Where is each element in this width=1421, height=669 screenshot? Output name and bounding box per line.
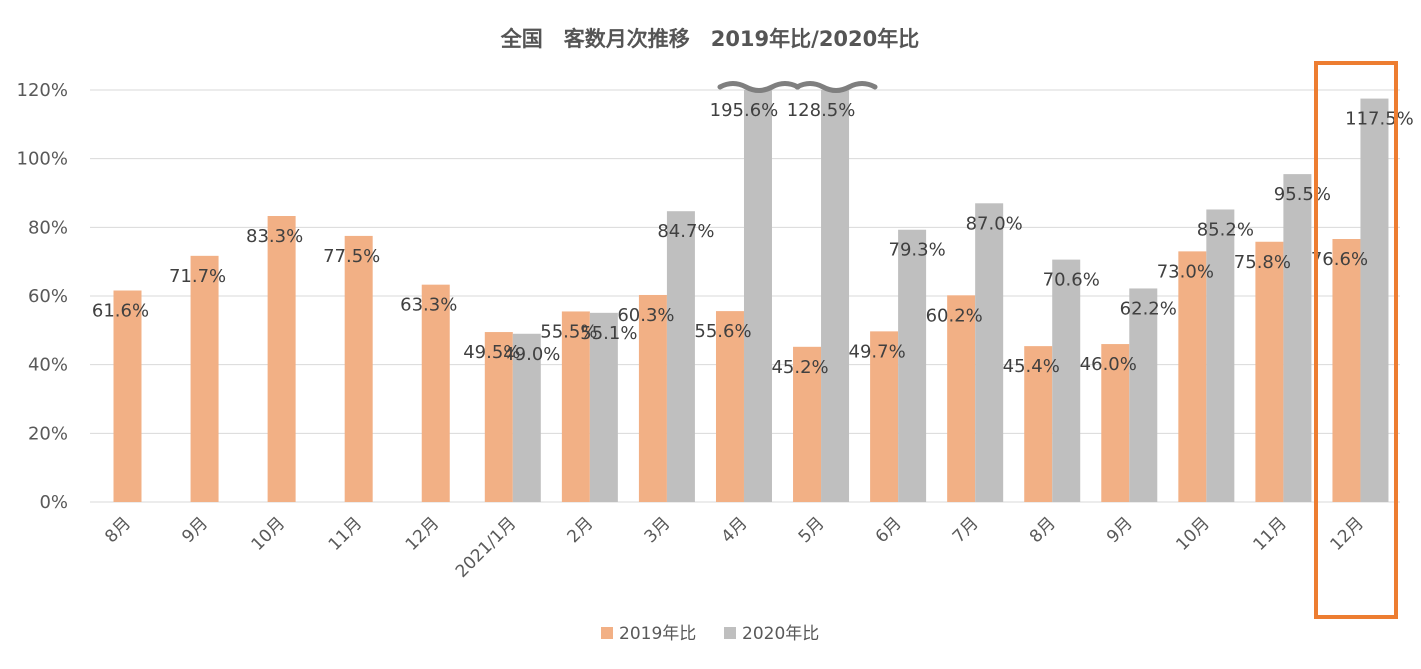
bar-2019 [561, 311, 590, 502]
x-tick-label: 3月 [641, 513, 675, 547]
bar-2020 [1360, 98, 1389, 502]
data-label: 77.5% [323, 246, 380, 267]
bar-2019 [190, 255, 219, 502]
bar-2020 [821, 90, 850, 502]
axis-break-mark [794, 81, 878, 93]
chart-title: 全国 客数月次推移 2019年比/2020年比 [500, 27, 920, 51]
x-tick-label: 9月 [178, 513, 212, 547]
x-tick-label: 10月 [1172, 513, 1213, 554]
bar-2019 [870, 331, 899, 502]
x-tick-label: 11月 [325, 513, 366, 554]
x-tick-label: 4月 [718, 513, 752, 547]
data-label: 45.4% [1003, 356, 1060, 377]
bar-2019 [484, 332, 513, 502]
data-label: 76.6% [1311, 249, 1368, 270]
bar-2019 [1332, 239, 1361, 503]
data-label: 55.1% [580, 323, 637, 344]
bar-2019 [947, 295, 976, 502]
data-label: 128.5% [787, 100, 856, 121]
x-tick-label: 6月 [872, 513, 906, 547]
y-tick-label: 80% [28, 217, 68, 238]
axis-break-mark [717, 81, 801, 93]
data-label: 55.6% [694, 321, 751, 342]
data-label: 55.5% [540, 321, 597, 342]
data-label: 73.0% [1157, 261, 1214, 282]
data-label: 71.7% [169, 266, 226, 287]
y-tick-label: 120% [17, 80, 68, 101]
bar-2020 [512, 333, 541, 502]
data-label: 79.3% [889, 240, 946, 261]
x-tick-label: 2021/1月 [452, 513, 520, 581]
bar-2020 [1283, 174, 1312, 502]
bar-2019 [421, 284, 450, 502]
data-label: 62.2% [1120, 298, 1177, 319]
data-label: 70.6% [1043, 270, 1100, 291]
data-label: 195.6% [710, 100, 779, 121]
data-label: 49.7% [849, 341, 906, 362]
x-tick-label: 12月 [402, 513, 443, 554]
data-label: 84.7% [657, 221, 714, 242]
x-tick-label: 9月 [1103, 513, 1137, 547]
data-label: 61.6% [92, 301, 149, 322]
data-label: 49.0% [503, 344, 560, 365]
data-label: 87.0% [966, 213, 1023, 234]
x-tick-label: 8月 [101, 513, 135, 547]
data-label: 75.8% [1234, 252, 1291, 273]
bar-2019 [1178, 251, 1207, 502]
legend: 2019年比 2020年比 [601, 624, 819, 644]
data-label: 45.2% [771, 357, 828, 378]
y-tick-label: 40% [28, 355, 68, 376]
bar-2020 [589, 312, 618, 502]
x-tick-label: 11月 [1249, 513, 1290, 554]
bar-2020 [1129, 288, 1158, 502]
legend-swatch-2020 [724, 627, 736, 639]
y-tick-label: 0% [39, 492, 68, 513]
data-label: 95.5% [1274, 184, 1331, 205]
x-axis-ticks: 8月 9月 10月 11月 12月 2021/1月 2月 3月 4月 5月 6月 7月 8月 9月 10月 1… [101, 513, 1368, 581]
data-label: 83.3% [246, 226, 303, 247]
bar-2019 [1024, 346, 1053, 502]
data-label: 60.2% [926, 305, 983, 326]
x-tick-label: 2月 [564, 513, 598, 547]
x-tick-label: 5月 [795, 513, 829, 547]
highlight-box [1314, 61, 1398, 619]
data-label: 63.3% [400, 295, 457, 316]
bar-2019 [113, 290, 142, 502]
bar-2020 [666, 211, 695, 503]
data-label: 85.2% [1197, 219, 1254, 240]
y-tick-label: 20% [28, 423, 68, 444]
x-tick-label: 7月 [949, 513, 983, 547]
legend-swatch-2019 [601, 627, 613, 639]
bar-2019 [715, 311, 744, 502]
bar-2019 [344, 235, 373, 502]
legend-label-2019: 2019年比 [619, 624, 696, 644]
bar-2019 [1101, 344, 1130, 502]
data-label: 49.5% [463, 342, 520, 363]
bar-2020 [898, 229, 927, 502]
y-tick-label: 60% [28, 286, 68, 307]
y-tick-label: 100% [17, 149, 68, 170]
y-axis-ticks: 0% 20% 40% 60% 80% 100% 120% [17, 80, 68, 513]
bar-2019 [267, 216, 296, 502]
bar-2020 [975, 203, 1004, 503]
data-label: 46.0% [1080, 354, 1137, 375]
legend-label-2020: 2020年比 [742, 624, 819, 644]
x-tick-label: 8月 [1026, 513, 1060, 547]
bar-2020 [1206, 209, 1235, 503]
data-label: 117.5% [1345, 109, 1414, 130]
bar-2020 [1052, 259, 1081, 502]
bar-2020 [743, 90, 772, 502]
x-tick-label: 12月 [1327, 513, 1368, 554]
data-label: 60.3% [617, 305, 674, 326]
bar-2019 [638, 294, 667, 502]
bar-2019 [1255, 241, 1284, 502]
bar-2019 [793, 346, 822, 502]
x-tick-label: 10月 [248, 513, 289, 554]
bars [113, 90, 1389, 503]
